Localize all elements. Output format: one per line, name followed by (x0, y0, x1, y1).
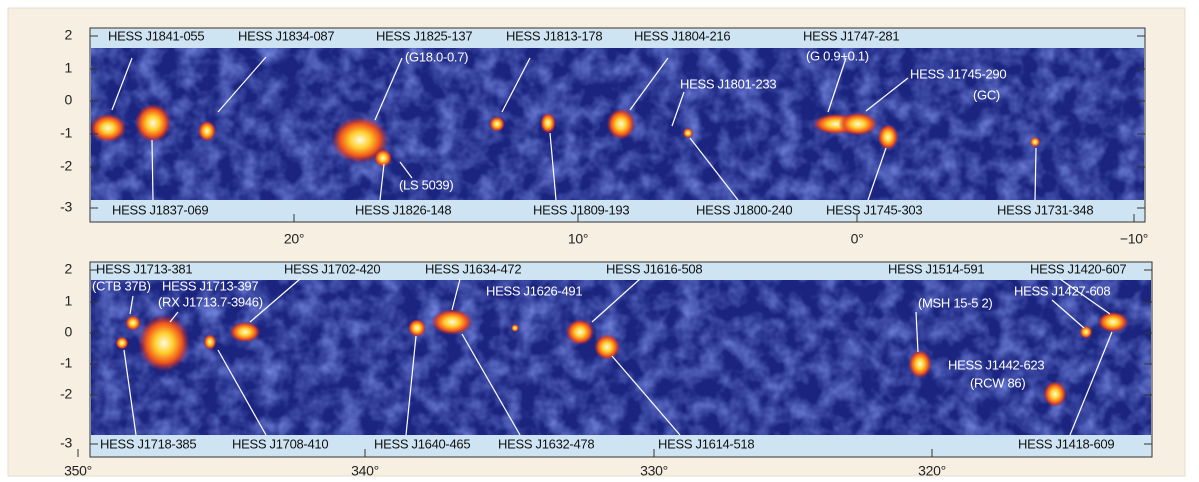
y-tick-label: -1 (60, 125, 72, 141)
source-label: HESS J1834-087 (238, 28, 334, 43)
x-tick-label: 350° (64, 463, 92, 479)
source-label: HESS J1420-607 (1030, 261, 1126, 276)
source-blob (138, 314, 190, 371)
source-label: HESS J1841-055 (108, 28, 204, 43)
source-label: HESS J1837-069 (112, 202, 208, 217)
source-blob (125, 315, 141, 331)
source-label: HESS J1809-193 (533, 202, 629, 217)
source-label: HESS J1616-508 (606, 261, 702, 276)
source-label: HESS J1640-465 (374, 436, 470, 451)
source-label: HESS J1747-281 (803, 28, 899, 43)
y-tick-label: 0 (65, 92, 73, 108)
x-tick-label: −10° (1120, 231, 1148, 247)
panel: 2 1 0 -1 -2 -3 20° 10° 0° −10° HESS J1841-055 HESS … (60, 27, 1148, 247)
source-blob (683, 128, 693, 138)
source-blob (198, 121, 216, 142)
y-tick-label: -3 (60, 199, 72, 215)
source-label: HESS J1825-137 (376, 28, 472, 43)
y-tick-label: -3 (60, 435, 72, 451)
source-label: HESS J1745-303 (826, 202, 922, 217)
source-blob (566, 319, 595, 345)
x-tick-label: 320° (918, 463, 946, 479)
source-blob (1080, 326, 1093, 339)
y-tick-label: 0 (65, 324, 73, 340)
y-tick-label: -2 (60, 386, 72, 402)
y-tick-label: -1 (60, 355, 72, 371)
source-label: HESS J1427-608 (1014, 283, 1110, 298)
panel: 2 1 0 -1 -2 -3 350° 340° 330° 320° HESS J1713-381 (… (60, 261, 1152, 479)
y-tick-label: 2 (65, 261, 73, 277)
source-blob (204, 334, 217, 350)
source-label: HESS J1826-148 (355, 202, 451, 217)
source-label: HESS J1442-623 (948, 357, 1044, 372)
source-label: HESS J1514-591 (888, 261, 984, 276)
source-label: HESS J1713-381 (96, 261, 192, 276)
source-label: (RCW 86) (970, 375, 1025, 390)
x-tick-label: 340° (351, 463, 379, 479)
x-tick-label: 330° (640, 463, 668, 479)
source-blob (135, 104, 171, 143)
y-tick-label: 2 (65, 27, 73, 43)
source-label: HESS J1632-478 (498, 436, 594, 451)
source-blob (229, 322, 260, 343)
source-label: (G 0.9+0.1) (806, 48, 869, 63)
source-label: (LS 5039) (399, 177, 453, 192)
source-blob (878, 124, 899, 150)
x-tick-label: 10° (568, 231, 588, 247)
source-label: HESS J1745-290 (910, 66, 1006, 81)
source-blob (1043, 381, 1066, 407)
source-label: HESS J1626-491 (486, 283, 582, 298)
source-blob (540, 113, 556, 134)
source-label: HESS J1702-420 (284, 261, 380, 276)
source-blob (908, 350, 931, 379)
source-label: (GC) (973, 87, 1000, 102)
source-label: (CTB 37B) (92, 278, 151, 293)
source-blob (594, 334, 620, 360)
source-blob (1097, 312, 1128, 333)
source-blob (1030, 137, 1040, 147)
source-blob (374, 149, 392, 167)
source-blob (431, 309, 473, 335)
y-tick-label: 1 (65, 293, 73, 309)
source-label: (G18.0-0.7) (405, 49, 468, 64)
x-tick-label: 20° (284, 231, 304, 247)
source-blob (408, 319, 426, 337)
source-blob (90, 114, 126, 143)
source-label: HESS J1800-240 (696, 202, 792, 217)
source-label: HESS J1801-233 (680, 76, 776, 91)
source-label: (RX J1713.7-3946) (158, 294, 263, 309)
figure: 2 1 0 -1 -2 -3 20° 10° 0° −10° HESS J1841-055 HESS … (0, 0, 1199, 482)
source-label: HESS J1418-609 (1018, 436, 1114, 451)
source-label: HESS J1634-472 (425, 261, 521, 276)
source-blob (116, 337, 129, 350)
source-blob (839, 112, 878, 135)
source-label: HESS J1713-397 (162, 278, 258, 293)
y-tick-label: 1 (65, 60, 73, 76)
source-label: HESS J1813-178 (506, 28, 602, 43)
source-label: HESS J1614-518 (658, 436, 754, 451)
x-tick-label: 0° (851, 231, 864, 247)
source-blob (511, 324, 519, 332)
source-blob (607, 108, 636, 139)
source-label: (MSH 15-5 2) (918, 295, 992, 310)
source-label: HESS J1804-216 (634, 28, 730, 43)
source-blob (489, 116, 505, 132)
source-label: HESS J1731-348 (997, 202, 1093, 217)
source-label: HESS J1718-385 (100, 436, 196, 451)
source-label: HESS J1708-410 (232, 436, 328, 451)
y-tick-label: -2 (60, 158, 72, 174)
